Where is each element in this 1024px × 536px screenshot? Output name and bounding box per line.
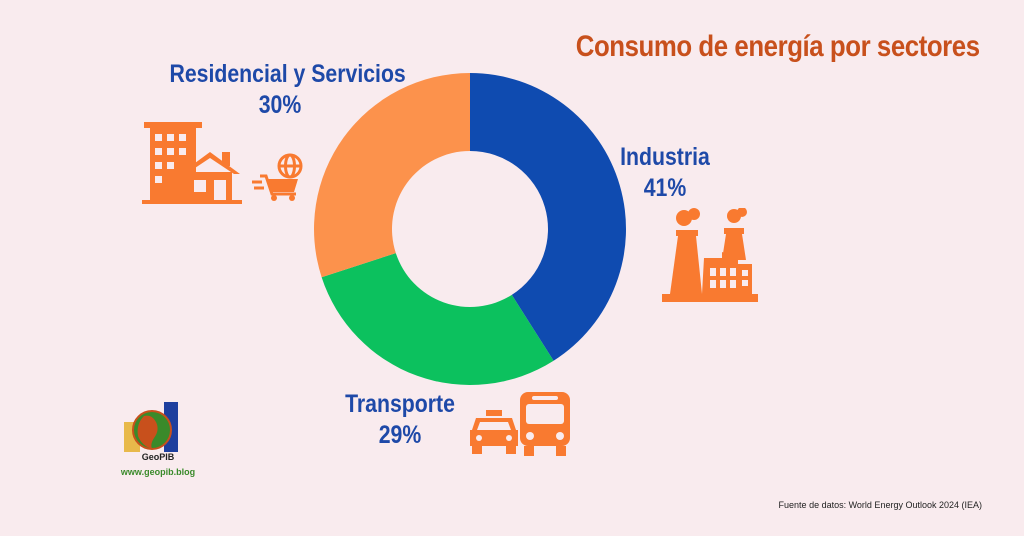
bus-icon	[520, 392, 570, 456]
factory-icon	[662, 208, 758, 302]
geopib-logo	[124, 402, 178, 452]
chart-title: Consumo de energía por sectores	[576, 30, 980, 63]
label-residencial-pct: 30%	[258, 91, 302, 119]
label-industria-name: Industria	[620, 143, 710, 171]
source-note: Fuente de datos: World Energy Outlook 20…	[778, 500, 982, 510]
label-residencial: Residencial y Servicios 30%	[150, 60, 410, 120]
slice-industria	[470, 73, 627, 361]
slice-transporte	[321, 253, 554, 386]
label-transporte-pct: 29%	[378, 421, 422, 449]
buildings-house-icon	[142, 122, 242, 204]
label-transporte-name: Transporte	[345, 390, 455, 418]
label-residencial-name: Residencial y Servicios	[169, 60, 406, 88]
logo-url: www.geopib.blog	[120, 467, 196, 477]
label-industria: Industria 41%	[600, 143, 730, 203]
logo-name: GeoPIB	[141, 452, 175, 462]
shopping-cart-globe-icon	[252, 153, 303, 201]
taxi-icon	[470, 410, 518, 454]
label-industria-pct: 41%	[643, 174, 687, 202]
slice-residencial	[314, 73, 470, 278]
label-transporte: Transporte 29%	[320, 390, 480, 450]
